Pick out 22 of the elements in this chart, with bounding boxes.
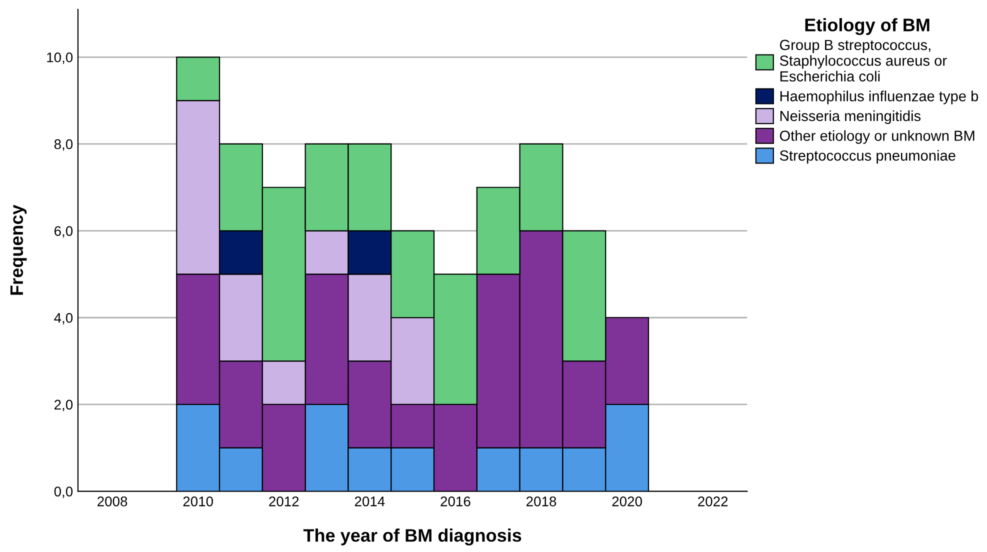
y-tick-label: 2,0 xyxy=(54,400,73,412)
y-tick-label: 6,0 xyxy=(54,226,73,238)
x-tick-label: 2014 xyxy=(354,496,385,506)
legend-label: Haemophilus influenzae type b xyxy=(780,90,978,104)
y-tick-label: 8,0 xyxy=(54,139,73,151)
x-tick-label: 2008 xyxy=(98,496,128,506)
legend-label: Neisseria meningitidis xyxy=(780,110,921,124)
y-tick-label: 0,0 xyxy=(54,486,73,498)
legend-title: Etiology of BM xyxy=(805,18,930,36)
x-tick-label: 2016 xyxy=(440,496,470,506)
x-tick-label: 2018 xyxy=(526,496,556,506)
x-tick-label: 2020 xyxy=(612,496,642,506)
legend-label: Group B streptococcus, Staphylococcus aureus or Escherichia coli xyxy=(780,40,947,82)
y-tick-label: 4,0 xyxy=(54,312,73,324)
x-tick-label: 2012 xyxy=(269,496,299,506)
y-axis-title: Frequency xyxy=(10,204,27,295)
x-tick-label: 2010 xyxy=(183,496,213,506)
legend-label: Streptococcus pneumoniae xyxy=(780,150,956,164)
y-tick-label: 10,0 xyxy=(47,52,73,64)
x-axis-title: The year of BM diagnosis xyxy=(303,528,522,546)
x-tick-label: 2022 xyxy=(698,496,728,506)
legend-label: Other etiology or unknown BM xyxy=(780,130,974,144)
